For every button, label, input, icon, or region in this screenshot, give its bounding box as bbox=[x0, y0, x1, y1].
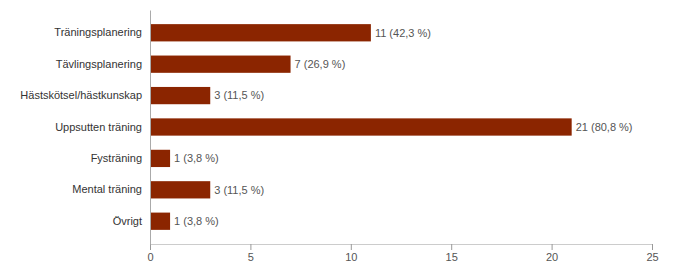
tick-label: 10 bbox=[345, 251, 357, 263]
tick-label: 0 bbox=[147, 251, 153, 263]
data-label: 11 (42,3 %) bbox=[375, 27, 431, 39]
tick-label: Fysträning bbox=[91, 152, 142, 164]
tick-mark bbox=[552, 244, 553, 250]
data-label: 21 (80,8 %) bbox=[576, 121, 633, 133]
tick-label: 25 bbox=[646, 251, 658, 263]
tick-label: Träningsplanering bbox=[54, 26, 142, 38]
tick: 10 bbox=[345, 244, 357, 263]
tick-mark bbox=[351, 244, 352, 250]
value-axis: 0 5 10 15 20 25 bbox=[147, 244, 658, 263]
tick: 0 bbox=[147, 244, 153, 263]
tick: 5 bbox=[248, 244, 254, 263]
bar bbox=[150, 24, 371, 41]
bar bbox=[150, 87, 210, 104]
tick: Mental träning bbox=[72, 183, 142, 195]
data-label: 3 (11,5 %) bbox=[214, 89, 264, 101]
tick: Träningsplanering bbox=[54, 26, 142, 38]
tick-mark bbox=[451, 244, 452, 250]
tick: Tävlingsplanering bbox=[56, 58, 142, 70]
data-label: 1 (3,8 %) bbox=[174, 215, 219, 227]
bars bbox=[150, 24, 572, 230]
tick-mark bbox=[652, 244, 653, 250]
tick: Övrigt bbox=[113, 215, 142, 227]
tick-mark bbox=[150, 244, 151, 250]
data-label: 1 (3,8 %) bbox=[174, 152, 219, 164]
bar bbox=[150, 56, 291, 73]
tick-label: Uppsutten träning bbox=[55, 121, 142, 133]
tick: Fysträning bbox=[91, 152, 142, 164]
tick: 25 bbox=[646, 244, 658, 263]
bar bbox=[150, 181, 210, 198]
category-axis: Träningsplanering Tävlingsplanering Hästsk… bbox=[20, 11, 150, 245]
tick-label: 5 bbox=[248, 251, 254, 263]
axis-line bbox=[151, 244, 653, 245]
tick: 20 bbox=[546, 244, 558, 263]
bar bbox=[150, 213, 170, 230]
tick-label: Övrigt bbox=[113, 215, 142, 227]
tick-label: Tävlingsplanering bbox=[56, 58, 142, 70]
tick: Uppsutten träning bbox=[55, 121, 142, 133]
chart: 0 5 10 15 20 25 Träningsplanering Tävlingsplane… bbox=[0, 0, 676, 274]
tick-label: 20 bbox=[546, 251, 558, 263]
data-labels: 11 (42,3 %) 7 (26,9 %) 3 (11,5 %) 21 (80,8 … bbox=[174, 27, 632, 227]
tick-label: Mental träning bbox=[72, 183, 142, 195]
bar bbox=[150, 150, 170, 167]
tick-label: Hästskötsel/hästkunskap bbox=[20, 89, 142, 101]
tick-label: 15 bbox=[446, 251, 458, 263]
data-label: 7 (26,9 %) bbox=[295, 58, 346, 70]
tick: Hästskötsel/hästkunskap bbox=[20, 89, 142, 101]
bar bbox=[150, 118, 572, 135]
tick-mark bbox=[250, 244, 251, 250]
tick: 15 bbox=[446, 244, 458, 263]
plot: 0 5 10 15 20 25 Träningsplanering Tävlingsplane… bbox=[20, 11, 658, 263]
data-label: 3 (11,5 %) bbox=[214, 184, 264, 196]
chart-container: 0 5 10 15 20 25 Träningsplanering Tävlingsplane… bbox=[0, 0, 676, 274]
axis-line bbox=[150, 11, 151, 245]
